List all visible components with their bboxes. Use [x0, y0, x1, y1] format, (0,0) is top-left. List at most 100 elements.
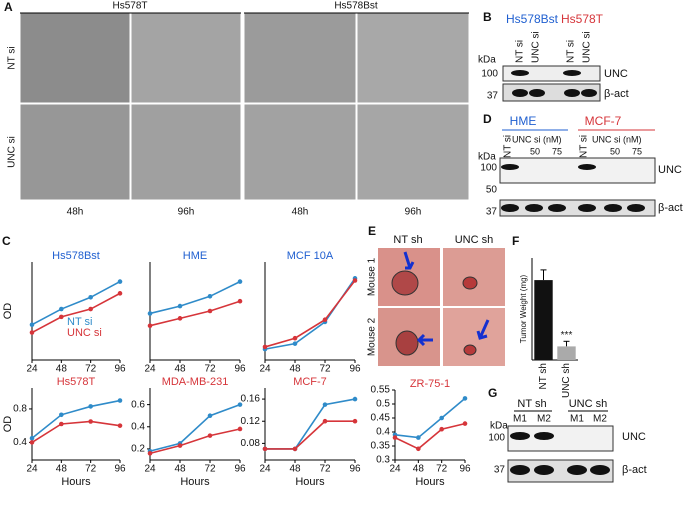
marker: 37 — [494, 465, 506, 476]
marker: 100 — [480, 163, 497, 174]
point — [59, 306, 64, 312]
y-label: OD — [2, 416, 14, 433]
point — [292, 446, 298, 452]
point — [88, 419, 93, 424]
cell-line: Hs578T — [561, 12, 604, 26]
x-label: Hours — [295, 476, 325, 488]
point — [462, 396, 468, 401]
row-label: Mouse 2 — [367, 317, 378, 356]
line — [31, 420, 121, 444]
mouse-photos — [378, 248, 505, 366]
x-tick-label: NT sh — [538, 363, 549, 390]
x-tick-label: 96 — [349, 364, 361, 375]
annotation: *** — [561, 330, 573, 341]
chart-title: Hs578Bst — [52, 250, 100, 262]
blot — [502, 65, 601, 82]
chart-title: MCF-7 — [293, 376, 327, 388]
protein: UNC — [604, 68, 628, 80]
lane-label: M1 — [513, 414, 527, 425]
chart-title: MDA-MB-231 — [162, 376, 229, 388]
line — [149, 300, 241, 327]
dose-label: UNC si (nM) — [512, 134, 562, 144]
cell-line: Hs578Bst — [506, 12, 559, 26]
unit: kDa — [478, 152, 496, 163]
blot — [502, 83, 601, 102]
marker: 37 — [487, 91, 499, 102]
bar — [534, 280, 553, 360]
dose: 75 — [632, 146, 642, 156]
x-tick-label: 96 — [234, 464, 246, 475]
x-tick-label: 72 — [319, 464, 331, 475]
line — [31, 292, 121, 334]
point — [322, 317, 328, 323]
y-tick-label: 0.2 — [131, 444, 145, 455]
point — [117, 423, 123, 428]
point — [352, 278, 358, 283]
lane-label: M1 — [570, 414, 584, 425]
point — [262, 446, 268, 452]
point — [322, 418, 328, 424]
y-tick-label: 0.45 — [371, 413, 391, 424]
point — [439, 415, 444, 421]
dose-label: UNC si (nM) — [592, 134, 642, 144]
y-tick-label: 0.08 — [241, 438, 261, 449]
panel-letter: E — [368, 224, 376, 238]
x-tick-label: 72 — [436, 464, 448, 475]
point — [147, 323, 153, 329]
point — [392, 435, 398, 440]
point — [117, 291, 123, 296]
dose: 50 — [610, 146, 620, 156]
chart-title: ZR-75-1 — [410, 378, 450, 390]
legend-entry: NT si — [67, 316, 92, 328]
blot — [499, 157, 656, 184]
y-tick-label: 0.3 — [376, 455, 390, 466]
x-tick-label: 96 — [234, 364, 246, 375]
point — [237, 298, 243, 304]
point — [352, 418, 358, 424]
lane-label: M2 — [537, 414, 551, 425]
marker: 100 — [488, 433, 505, 444]
time-label: 48h — [67, 207, 84, 218]
y-tick-label: 0.8 — [13, 404, 27, 415]
point — [292, 341, 298, 346]
row-label: UNC si — [7, 136, 18, 168]
line — [149, 428, 241, 455]
time-label: 96h — [405, 207, 422, 218]
lane-label: NT si — [503, 135, 514, 158]
x-tick-label: 96 — [459, 464, 471, 475]
x-tick-label: 24 — [26, 464, 38, 475]
point — [237, 426, 243, 432]
x-tick-label: 24 — [259, 364, 271, 375]
lane-label: UNC si — [531, 31, 542, 63]
y-tick-label: 0.16 — [241, 394, 261, 405]
lane-label: UNC si — [582, 31, 593, 63]
point — [88, 404, 93, 409]
point — [177, 443, 183, 448]
x-tick-label: 24 — [26, 364, 38, 375]
cell-line: Hs578Bst — [334, 1, 378, 12]
point — [416, 446, 421, 452]
x-tick-label: 24 — [144, 464, 156, 475]
unit: kDa — [478, 55, 496, 66]
y-tick-label: 0.4 — [13, 437, 27, 448]
time-label: 48h — [292, 207, 309, 218]
blot — [499, 199, 656, 217]
lane-label: NT si — [515, 40, 526, 63]
dose: 75 — [552, 146, 562, 156]
marker: 37 — [486, 207, 498, 218]
y-tick-label: 0.4 — [131, 421, 145, 432]
point — [207, 294, 213, 299]
cell-line: MCF-7 — [585, 114, 622, 128]
line — [394, 422, 466, 450]
y-tick-label: 0.4 — [376, 427, 390, 438]
legend-entry: UNC si — [67, 327, 102, 339]
point — [262, 344, 268, 350]
row-label: Mouse 1 — [367, 257, 378, 296]
line — [149, 280, 241, 315]
panel-letter: G — [488, 386, 497, 400]
point — [59, 314, 64, 320]
y-tick-label: 0.12 — [241, 416, 261, 427]
bar — [557, 346, 576, 360]
